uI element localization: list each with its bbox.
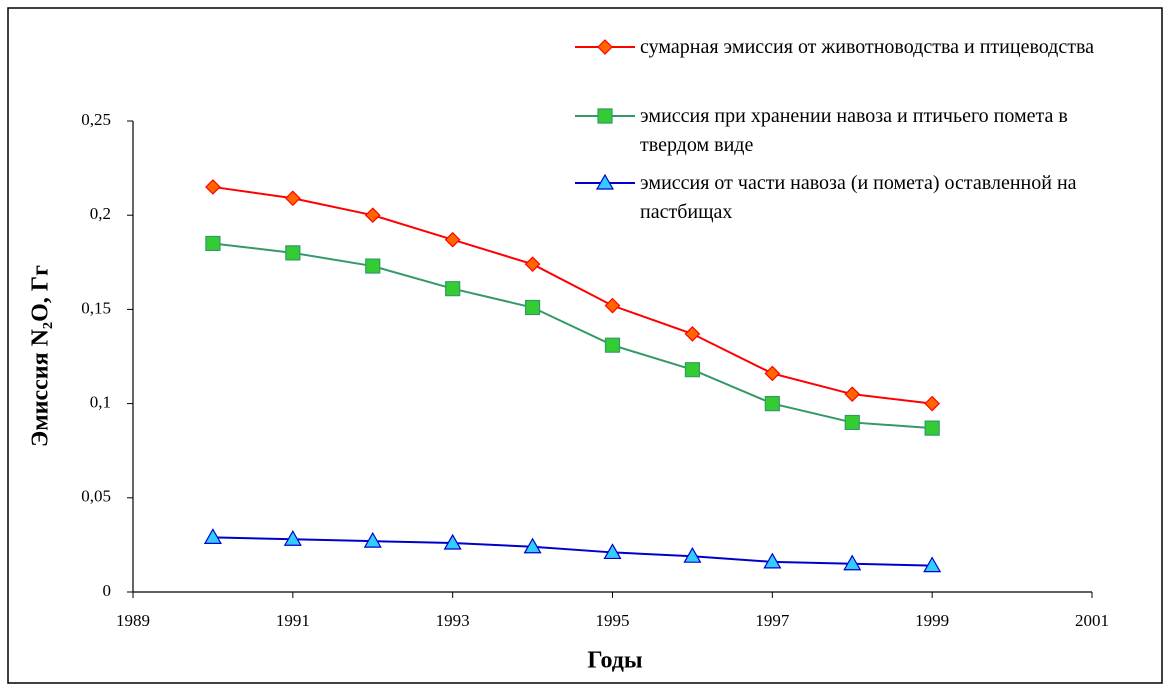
data-point [203,528,222,544]
legend-label: эмиссия при хранении навоза и птичьего п… [640,105,1068,156]
y-tick-label: 0,25 [81,110,111,129]
legend-label: сумарная эмиссия от животноводства и пти… [640,36,1095,58]
data-point [604,297,621,314]
legend-marker [597,39,613,55]
data-point [205,235,221,252]
series-line [212,242,933,430]
y-tick-label: 0 [103,581,112,600]
data-point [285,245,301,261]
x-tick-label: 1999 [915,611,949,630]
data-point [843,554,862,571]
x-tick-label: 1997 [755,611,790,630]
data-point [924,395,941,412]
x-tick-label: 1995 [596,611,630,630]
y-axis-label: Эмиссия N₂O, Гг [28,265,54,447]
y-tick-label: 0,1 [90,393,111,412]
x-axis-label: Годы [587,648,643,674]
data-point [604,337,621,353]
data-point [444,231,461,248]
data-point [364,207,381,224]
data-point [445,281,461,297]
data-point [365,258,381,274]
data-point [443,533,462,550]
data-point [603,543,622,560]
data-point [524,256,541,273]
data-point [924,420,940,436]
data-point [284,190,301,207]
data-point [764,396,780,412]
data-point [684,326,701,342]
data-point [524,299,541,316]
data-point [683,546,702,563]
legend-marker [595,173,615,190]
data-point [763,552,782,569]
series-line [212,185,933,405]
data-point [205,179,221,195]
data-point [923,556,942,573]
y-tick-label: 0,2 [90,204,111,223]
series-line [212,536,933,567]
x-tick-label: 2001 [1075,611,1109,630]
data-point [523,537,542,554]
x-tick-label: 1989 [116,611,150,630]
data-point [764,365,781,382]
x-tick-label: 1993 [436,611,470,630]
data-point [363,531,382,548]
legend-marker [597,108,613,124]
data-point [844,414,860,431]
y-tick-label: 0,15 [81,298,111,317]
data-point [684,362,701,378]
x-tick-label: 1991 [276,611,310,630]
legend-label: эмиссия от части навоза (и помета) остав… [640,172,1077,223]
data-point [283,530,302,546]
data-point [844,386,861,403]
chart-border [7,7,1163,684]
y-tick-label: 0,05 [81,487,111,506]
